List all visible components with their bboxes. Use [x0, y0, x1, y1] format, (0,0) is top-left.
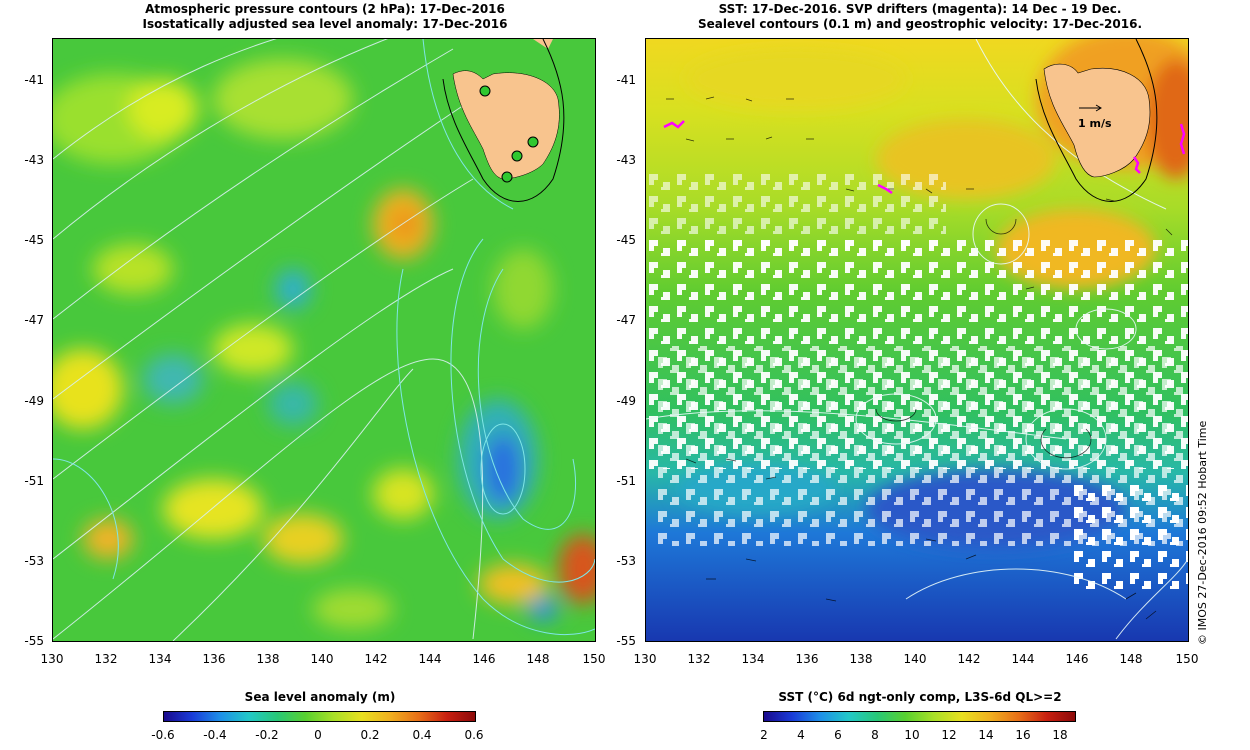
right-y-tick: -41 [616, 73, 636, 87]
right-title-line2: Sealevel contours (0.1 m) and geostrophi… [698, 17, 1142, 31]
left-y-tick: -45 [24, 233, 44, 247]
right-cb-tick: 8 [871, 728, 879, 742]
left-y-tick: -49 [24, 394, 44, 408]
right-y-tick: -53 [616, 554, 636, 568]
right-cb-tick: 10 [904, 728, 920, 742]
left-x-tick: 138 [256, 652, 280, 666]
right-x-tick: 130 [633, 652, 657, 666]
right-cb-tick: 16 [1015, 728, 1031, 742]
right-colorbar-title: SST (°C) 6d ngt-only comp, L3S-6d QL>=2 [778, 690, 1062, 704]
right-cb-tick: 6 [834, 728, 842, 742]
right-y-tick: -55 [616, 634, 636, 648]
left-cb-tick: -0.6 [151, 728, 175, 742]
left-x-tick: 142 [364, 652, 388, 666]
right-y-tick: -43 [616, 153, 636, 167]
left-cb-tick: 0 [314, 728, 322, 742]
right-x-tick: 132 [687, 652, 711, 666]
right-x-tick: 144 [1011, 652, 1035, 666]
left-x-tick: 150 [582, 652, 606, 666]
left-x-tick: 134 [148, 652, 172, 666]
left-y-tick: -55 [24, 634, 44, 648]
right-x-tick: 136 [795, 652, 819, 666]
tasmania-land [452, 70, 560, 180]
right-x-tick: 138 [849, 652, 873, 666]
left-y-tick: -47 [24, 313, 44, 327]
right-x-tick: 148 [1119, 652, 1143, 666]
left-cb-tick: -0.2 [255, 728, 279, 742]
right-cb-tick: 12 [941, 728, 957, 742]
sla-map-svg [53, 39, 595, 641]
sea-level-anomaly-map [52, 38, 596, 642]
velocity-scale-label: 1 m/s [1078, 117, 1112, 130]
left-x-tick: 144 [418, 652, 442, 666]
sst-map-svg: 1 m/s [646, 39, 1188, 641]
left-y-tick: -51 [24, 474, 44, 488]
right-x-tick: 140 [903, 652, 927, 666]
left-title-line1: Atmospheric pressure contours (2 hPa): 1… [145, 2, 505, 16]
left-x-tick: 148 [526, 652, 550, 666]
left-y-tick: -43 [24, 153, 44, 167]
left-x-tick: 140 [310, 652, 334, 666]
right-x-tick: 146 [1065, 652, 1089, 666]
svp-drifters [663, 120, 1186, 195]
left-cb-tick: 0.6 [464, 728, 484, 742]
left-x-tick: 132 [94, 652, 118, 666]
right-cb-tick: 14 [978, 728, 994, 742]
right-title-line1: SST: 17-Dec-2016. SVP drifters (magenta)… [718, 2, 1122, 16]
right-x-tick: 134 [741, 652, 765, 666]
right-cb-tick: 4 [797, 728, 805, 742]
right-y-tick: -51 [616, 474, 636, 488]
left-title-line2: Isostatically adjusted sea level anomaly… [142, 17, 508, 31]
right-cb-tick: 2 [760, 728, 768, 742]
right-y-tick: -47 [616, 313, 636, 327]
left-cb-tick: 0.2 [360, 728, 380, 742]
left-colorbar-title: Sea level anomaly (m) [244, 690, 396, 704]
sla-colorbar [163, 711, 476, 722]
right-cb-tick: 18 [1052, 728, 1068, 742]
right-y-tick: -45 [616, 233, 636, 247]
left-y-tick: -53 [24, 554, 44, 568]
sst-map: 1 m/s [645, 38, 1189, 642]
left-x-tick: 136 [202, 652, 226, 666]
velocity-scale-arrow [1079, 104, 1102, 112]
left-cb-tick: 0.4 [412, 728, 432, 742]
sst-colorbar [763, 711, 1076, 722]
right-x-tick: 142 [957, 652, 981, 666]
left-x-tick: 146 [472, 652, 496, 666]
left-cb-tick: -0.4 [203, 728, 227, 742]
left-y-tick: -41 [24, 73, 44, 87]
left-x-tick: 130 [40, 652, 64, 666]
right-x-tick: 150 [1175, 652, 1199, 666]
imos-credit: © IMOS 27-Dec-2016 09:52 Hobart Time [1196, 420, 1209, 645]
right-y-tick: -49 [616, 394, 636, 408]
